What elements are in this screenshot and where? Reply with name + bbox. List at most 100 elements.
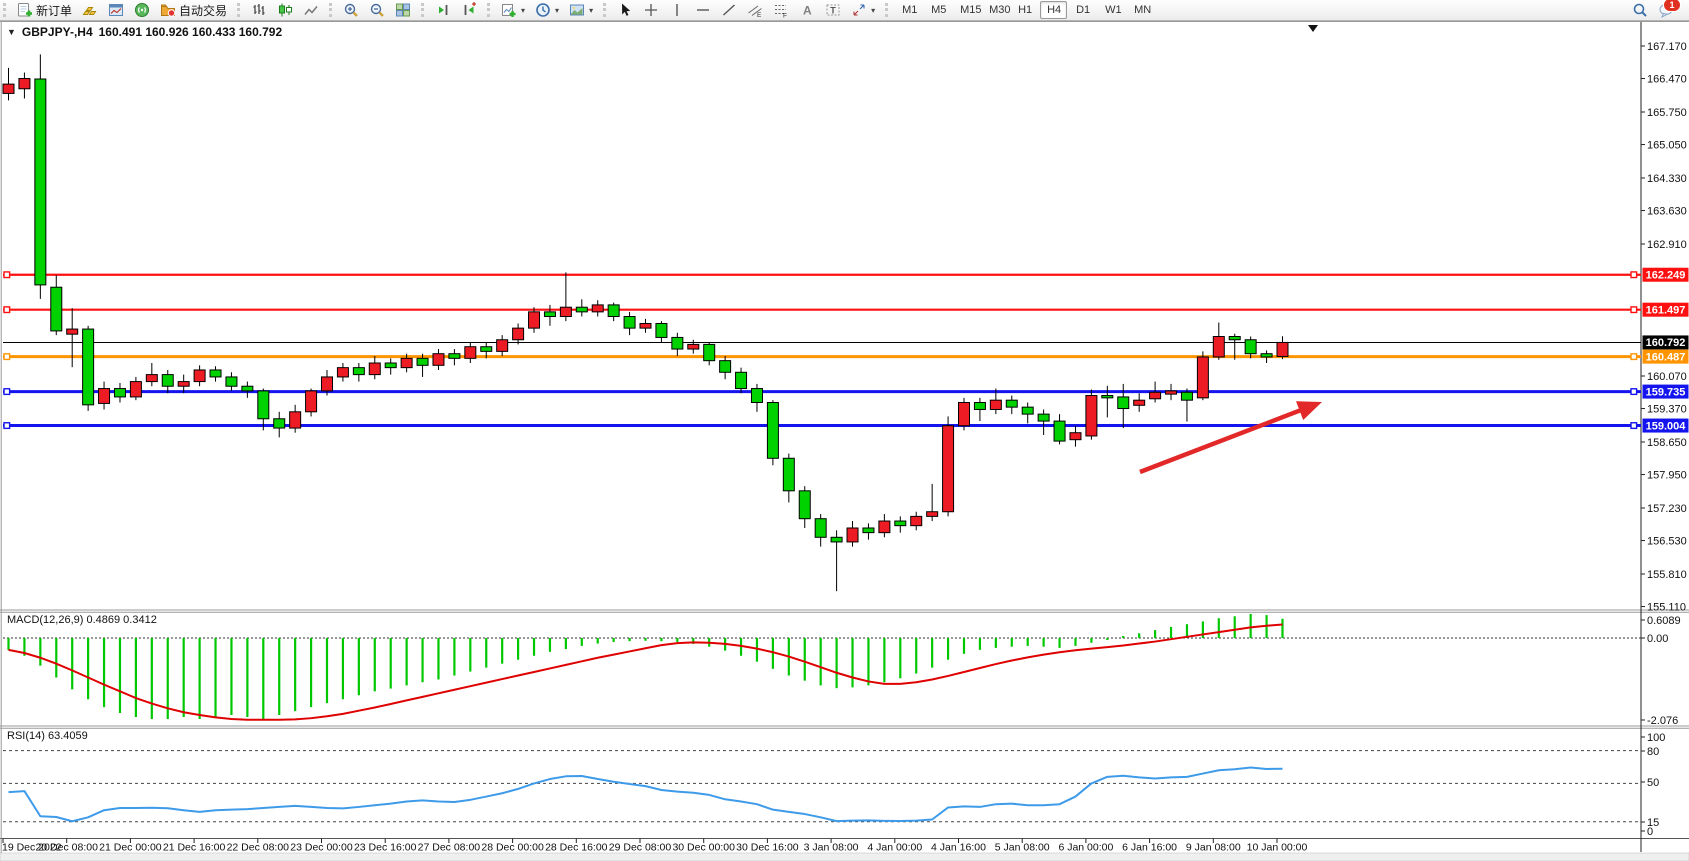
time-axis-label: 30 Dec 16:00	[736, 842, 799, 854]
candle-up	[336, 367, 349, 378]
fibonacci-tool-button[interactable]: F	[769, 1, 793, 20]
candle-up	[193, 369, 206, 383]
timeframe-mn[interactable]: MN	[1127, 1, 1154, 19]
axis-label: 162.910	[1647, 239, 1687, 251]
hline-handle[interactable]	[3, 353, 11, 361]
candle-down	[575, 306, 588, 313]
chevron-down-icon[interactable]: ▾	[589, 5, 594, 15]
hline-handle[interactable]	[3, 306, 11, 314]
hline-handle[interactable]	[3, 422, 11, 430]
timeframe-m1[interactable]: M1	[895, 1, 922, 19]
auto-trading-icon	[160, 2, 176, 18]
new-order-icon	[17, 2, 33, 18]
tile-windows-button[interactable]	[391, 1, 415, 20]
gold-icon	[82, 2, 98, 18]
candle-down	[973, 402, 986, 410]
new-chart-window-button[interactable]	[104, 1, 128, 20]
zoom-in-button[interactable]	[339, 1, 363, 20]
search-button[interactable]	[1628, 1, 1652, 20]
candle-down	[782, 457, 795, 492]
hline-handle[interactable]	[1630, 422, 1638, 430]
crosshair-tool-button[interactable]	[639, 1, 663, 20]
time-axis-label: 30 Dec 00:00	[672, 842, 735, 854]
auto-trading-button[interactable]: 自动交易	[156, 1, 231, 20]
price-badge	[1642, 335, 1689, 350]
chart-shift-marker[interactable]	[1308, 25, 1318, 32]
candle-up	[98, 388, 111, 404]
trend-arrow-shaft[interactable]	[1139, 406, 1307, 475]
trendline-tool-button[interactable]	[717, 1, 741, 20]
axis-label: 0.6089	[1647, 615, 1681, 627]
axis-label: 156.530	[1647, 535, 1687, 547]
line-chart-mode-button[interactable]	[299, 1, 323, 20]
timeframe-h4[interactable]: H4	[1040, 1, 1068, 19]
price-badge-label: 159.735	[1646, 386, 1686, 398]
time-axis-label: 29 Dec 08:00	[609, 842, 672, 854]
time-axis-label: 23 Dec 16:00	[354, 842, 417, 854]
axis-label: 165.050	[1647, 139, 1687, 151]
candle-up	[432, 353, 445, 366]
candlestick-mode-button[interactable]	[273, 1, 297, 20]
channel-icon: E	[747, 2, 763, 18]
candle-up	[942, 425, 955, 513]
macd-signal-line	[8, 623, 1283, 721]
candle-down	[894, 520, 907, 527]
notifications-button[interactable]: 1	[1654, 0, 1681, 20]
hline-handle[interactable]	[1630, 353, 1638, 361]
time-axis-label: 10 Jan 00:00	[1247, 842, 1308, 854]
crosshair-icon	[643, 2, 659, 18]
axis-label: 167.170	[1647, 41, 1687, 53]
market-watch-button[interactable]	[78, 1, 102, 20]
hline-handle[interactable]	[3, 271, 11, 279]
candle-up	[1276, 341, 1289, 357]
timeframe-w1[interactable]: W1	[1098, 1, 1125, 19]
equidistant-channel-tool-button[interactable]: E	[743, 1, 767, 20]
candle-up	[289, 411, 302, 429]
periods-button[interactable]: ▾	[531, 1, 563, 20]
text-tool-button[interactable]: A	[795, 1, 819, 20]
axis-label: 50	[1647, 777, 1659, 789]
hline-handle[interactable]	[3, 388, 11, 396]
signals-button[interactable]	[130, 1, 154, 20]
indicators-button[interactable]: ▾	[497, 1, 529, 20]
bar-chart-mode-button[interactable]	[247, 1, 271, 20]
timeframe-m15[interactable]: M15	[953, 1, 981, 19]
candle-down	[766, 402, 779, 459]
zoom-out-button[interactable]	[365, 1, 389, 20]
arrows-tool-button[interactable]: ▾	[847, 1, 879, 20]
new-order-button[interactable]: 新订单	[13, 1, 76, 20]
auto-scroll-button[interactable]	[457, 1, 481, 20]
timeframe-m5[interactable]: M5	[924, 1, 951, 19]
candle-up	[305, 390, 318, 413]
time-axis-label: 21 Dec 16:00	[163, 842, 226, 854]
trend-arrow-head[interactable]	[1296, 401, 1322, 420]
candle-up	[910, 515, 923, 527]
svg-text:E: E	[757, 12, 762, 18]
candlesticks	[2, 54, 1289, 592]
notification-badge: 1	[1663, 0, 1681, 12]
chevron-down-icon[interactable]: ▾	[555, 5, 560, 15]
cursor-tool-button[interactable]	[613, 1, 637, 20]
svg-text:A: A	[803, 4, 812, 18]
text-label-tool-button[interactable]: T	[821, 1, 845, 20]
candle-up	[1149, 391, 1162, 400]
vline-icon	[669, 2, 685, 18]
vertical-line-tool-button[interactable]	[665, 1, 689, 20]
hline-handle[interactable]	[1630, 306, 1638, 314]
candle-down	[814, 518, 827, 538]
price-badge-label: 160.487	[1646, 351, 1686, 363]
chevron-down-icon[interactable]: ▾	[871, 5, 876, 15]
fibonacci-icon: F	[773, 2, 789, 18]
chart-shift-button[interactable]	[431, 1, 455, 20]
rsi-pane	[3, 750, 1641, 823]
chevron-down-icon[interactable]: ▾	[521, 5, 526, 15]
new-chart-icon	[501, 2, 517, 18]
timeframe-h1[interactable]: H1	[1011, 1, 1038, 19]
horizontal-line-tool-button[interactable]	[691, 1, 715, 20]
timeframe-d1[interactable]: D1	[1069, 1, 1096, 19]
hline-handle[interactable]	[1630, 271, 1638, 279]
axis-label: 100	[1647, 732, 1665, 744]
timeframe-m30[interactable]: M30	[982, 1, 1010, 19]
hline-handle[interactable]	[1630, 388, 1638, 396]
templates-button[interactable]: ▾	[565, 1, 597, 20]
